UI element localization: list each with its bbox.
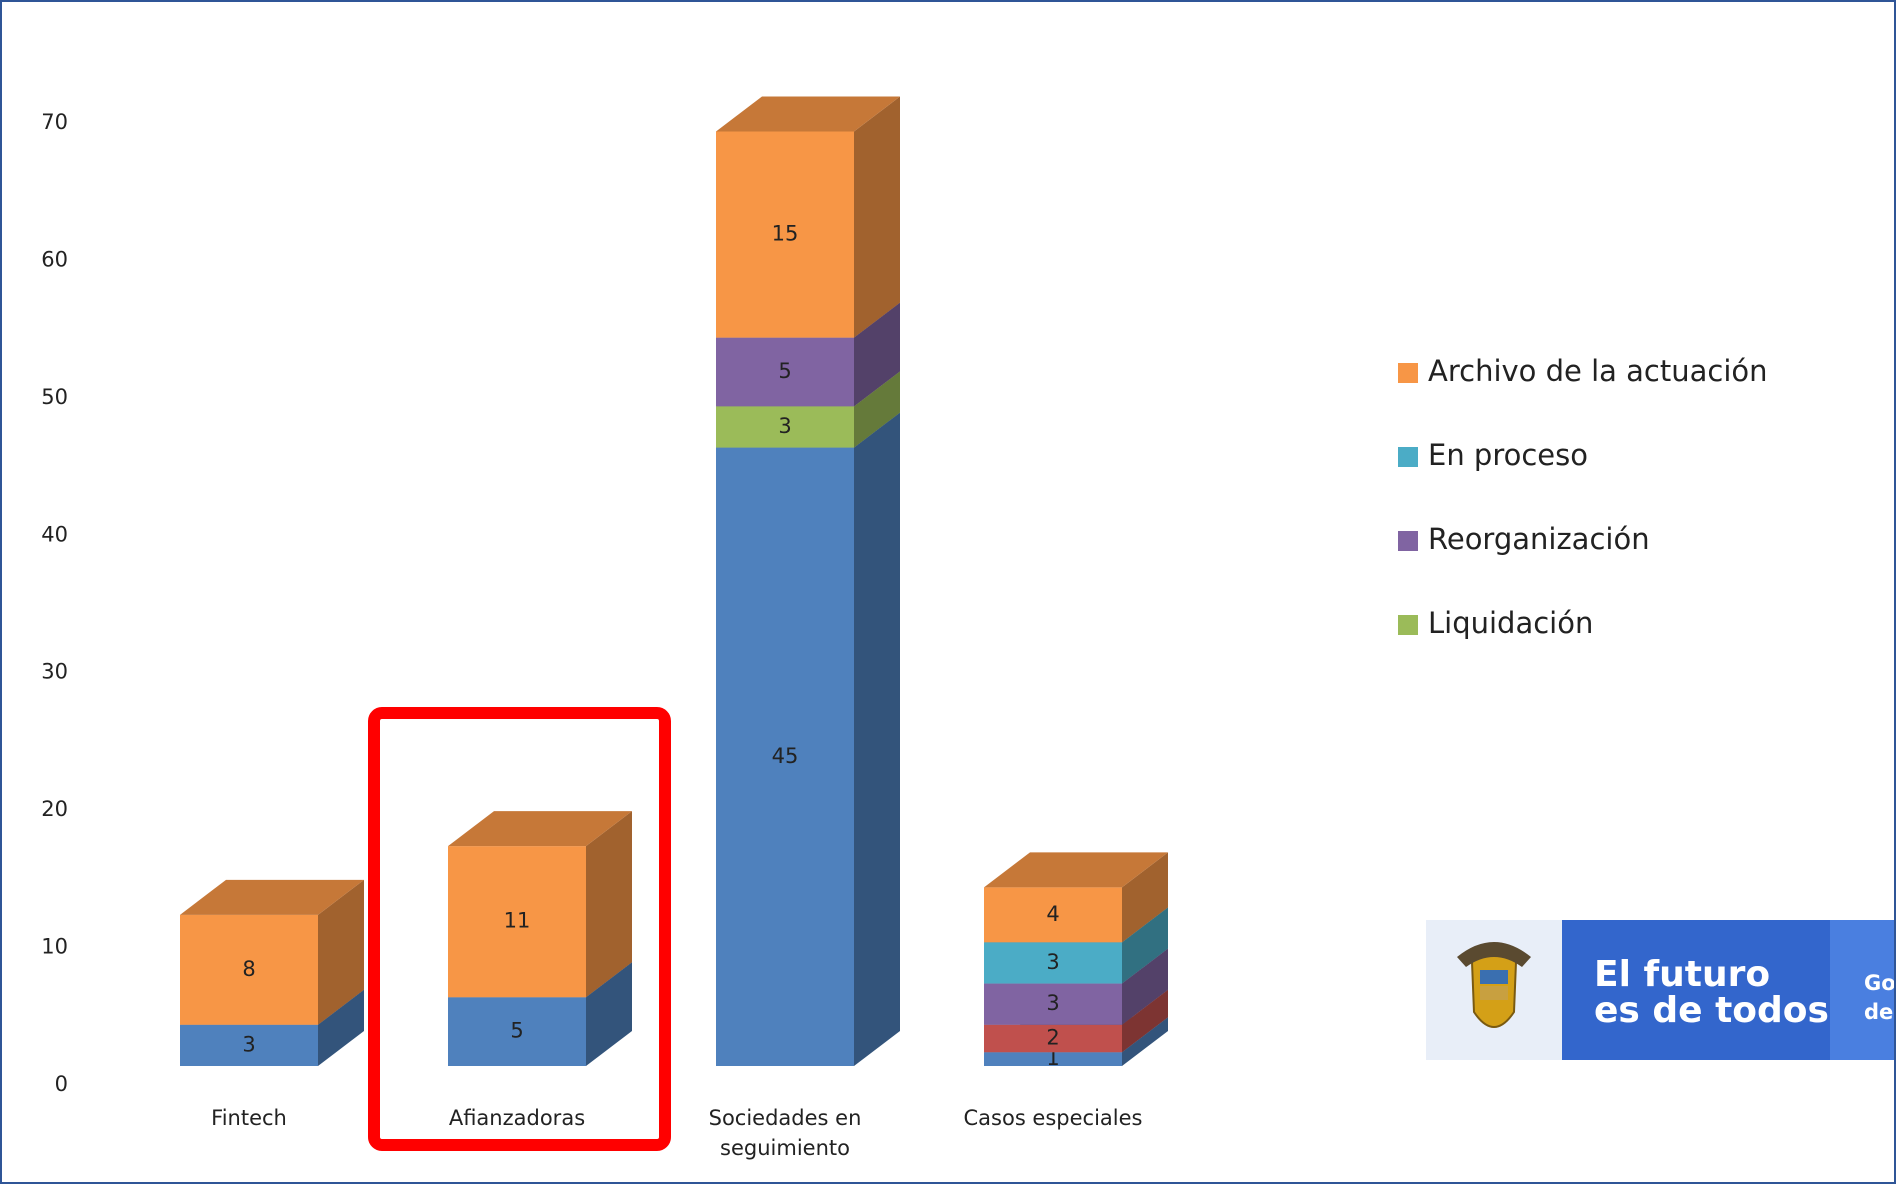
bar-side xyxy=(318,879,364,1025)
x-tick-label: Sociedades en seguimiento xyxy=(708,1106,862,1160)
y-tick-label: 30 xyxy=(41,660,68,684)
bar-segment xyxy=(984,1024,1122,1053)
bar-top xyxy=(180,879,364,915)
bar-side xyxy=(318,989,364,1066)
highlight-box xyxy=(368,707,671,1151)
y-tick-label: 70 xyxy=(41,110,68,134)
data-label: 5 xyxy=(778,359,791,383)
x-tick-label: Afianzadoras xyxy=(448,1106,586,1130)
bar-side xyxy=(1122,1017,1168,1066)
bar-top xyxy=(716,96,900,132)
data-label: 3 xyxy=(242,1032,255,1056)
logo-text: El futuro xyxy=(1594,954,1770,995)
legend-swatch xyxy=(1398,531,1418,551)
logo-main-bg xyxy=(1562,920,1830,1060)
legend-label: En proceso xyxy=(1428,438,1588,472)
y-tick-label: 0 xyxy=(55,1072,68,1096)
y-tick-label: 40 xyxy=(41,522,68,546)
data-label: 15 xyxy=(772,222,799,246)
y-tick-label: 10 xyxy=(41,935,68,959)
data-label: 5 xyxy=(510,1019,523,1043)
bar-segment xyxy=(180,914,318,1025)
data-label: 3 xyxy=(1046,991,1059,1015)
x-tick-label: Fintech xyxy=(211,1106,287,1130)
bar-segment xyxy=(984,887,1122,943)
bar-side xyxy=(586,811,632,998)
data-label: 3 xyxy=(1046,950,1059,974)
data-label: 8 xyxy=(242,957,255,981)
logo-emblem xyxy=(1457,942,1531,1028)
data-label: 11 xyxy=(504,909,531,933)
bar-segment xyxy=(448,997,586,1066)
bar-segment xyxy=(716,131,854,338)
bar-side xyxy=(1122,989,1168,1053)
bar-segment xyxy=(716,447,854,1067)
logo-text: de xyxy=(1864,1000,1893,1024)
bar-segment xyxy=(180,1024,318,1066)
legend-swatch xyxy=(1398,447,1418,467)
bar-segment xyxy=(984,983,1122,1025)
bar-segment xyxy=(716,406,854,448)
y-tick-label: 50 xyxy=(41,385,68,409)
legend-swatch xyxy=(1398,363,1418,383)
bar-side xyxy=(1122,852,1168,943)
bar-side xyxy=(854,96,900,338)
x-tick-label: Casos especiales xyxy=(963,1106,1143,1130)
legend-label: Archivo de la actuación xyxy=(1428,354,1768,388)
bar-top xyxy=(984,852,1168,888)
bar-side xyxy=(1122,948,1168,1025)
bar-side xyxy=(854,412,900,1067)
bar-top xyxy=(448,811,632,847)
bar-side xyxy=(586,962,632,1066)
bar-side xyxy=(854,302,900,407)
logo-cut-bg xyxy=(1830,920,1894,1060)
bar-segment xyxy=(984,1052,1122,1066)
logo-text: es de todos xyxy=(1594,990,1829,1031)
data-label: 4 xyxy=(1046,902,1059,926)
y-tick-label: 20 xyxy=(41,797,68,821)
data-label: 2 xyxy=(1046,1026,1059,1050)
legend-label: Reorganización xyxy=(1428,522,1650,556)
bar-side xyxy=(854,371,900,448)
data-label: 3 xyxy=(778,414,791,438)
legend-swatch xyxy=(1398,615,1418,635)
bar-side xyxy=(1122,907,1168,984)
data-label: 45 xyxy=(772,744,799,768)
y-tick-label: 60 xyxy=(41,247,68,271)
logo-text: Go xyxy=(1864,971,1894,995)
bar-segment xyxy=(716,337,854,407)
bar-segment xyxy=(448,846,586,998)
bar-segment xyxy=(984,942,1122,984)
legend-label: Liquidación xyxy=(1428,606,1593,640)
